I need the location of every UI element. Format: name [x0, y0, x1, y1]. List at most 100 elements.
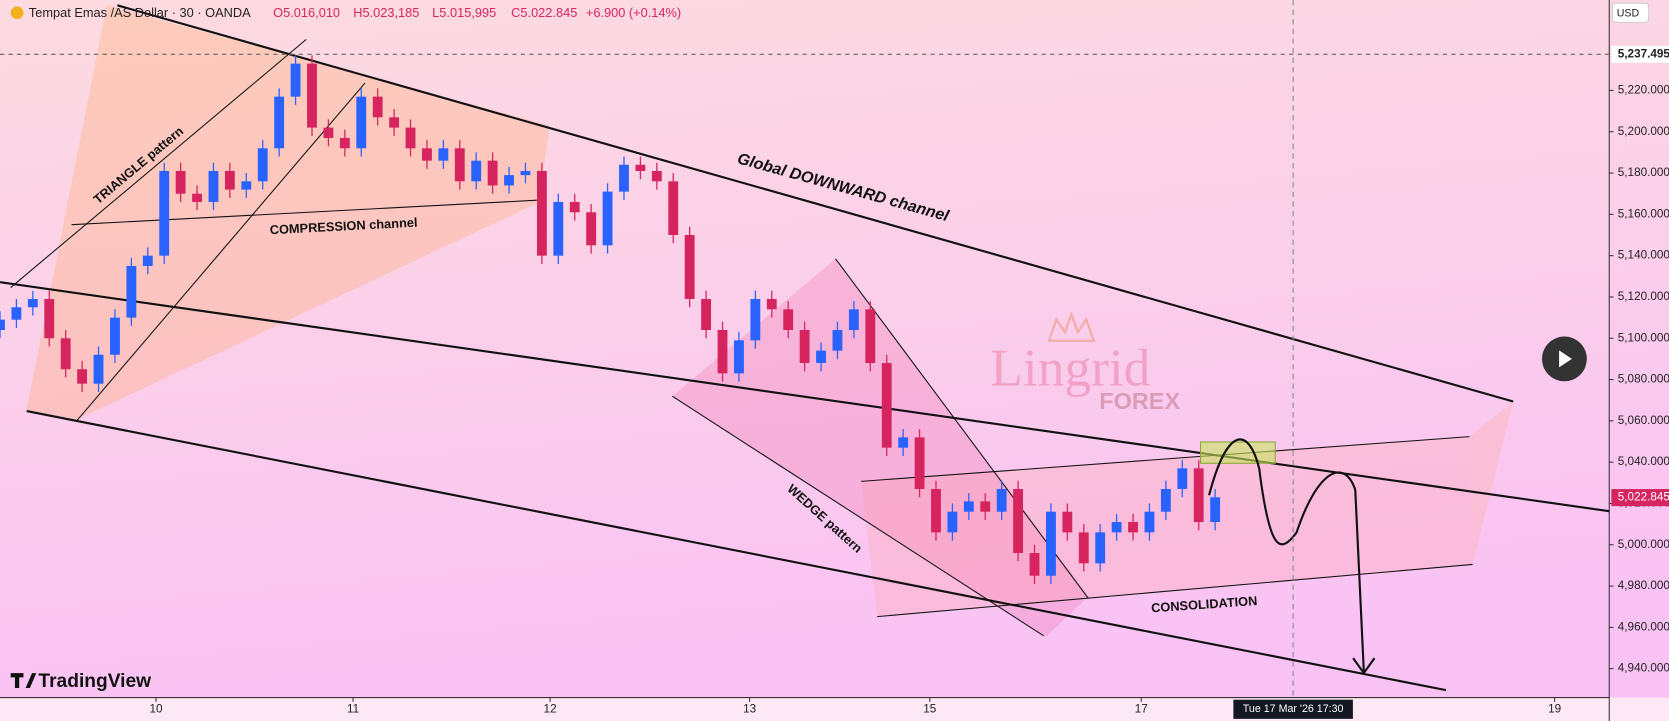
candle-body: [1111, 522, 1122, 533]
candle-body: [60, 338, 71, 370]
y-tick-label: 5,100.000: [1618, 331, 1669, 344]
x-tick-label: 15: [923, 702, 937, 715]
candle-body: [865, 309, 876, 364]
high-label: 5,237.495: [1618, 47, 1669, 60]
watermark: Lingrid: [990, 339, 1150, 398]
candle-body: [175, 170, 186, 194]
candle-body: [438, 148, 449, 161]
candle-body: [668, 181, 679, 236]
currency[interactable]: USD: [1617, 8, 1640, 20]
change: +6.900 (+0.14%): [586, 5, 681, 20]
candle-body: [586, 212, 597, 246]
candle-body: [520, 170, 531, 176]
candle-body: [27, 299, 38, 308]
candle-body: [963, 501, 974, 512]
candle-body: [980, 501, 991, 512]
candle-body: [783, 309, 794, 330]
wedge-zone: [672, 258, 1089, 637]
candle-body: [569, 201, 580, 213]
candle-body: [454, 148, 465, 182]
candle-body: [848, 309, 859, 330]
y-tick-label: 5,120.000: [1618, 290, 1669, 303]
projection-arrow: [1352, 657, 1376, 675]
candle-body: [504, 175, 514, 186]
candle-body: [1046, 511, 1056, 576]
candle-body: [734, 340, 744, 374]
ohlc-open: O5.016,010: [273, 5, 340, 20]
candle-body: [389, 117, 400, 128]
watermark-sub: FOREX: [1099, 388, 1180, 414]
candle-body: [1095, 532, 1106, 564]
ohlc-high: H5.023,185: [353, 5, 419, 20]
candle-body: [766, 299, 777, 310]
consolidation-zone: [861, 436, 1473, 617]
candle-body: [224, 170, 235, 190]
candle-body: [996, 489, 1007, 512]
play-icon[interactable]: [1559, 350, 1572, 368]
candle-body: [142, 255, 153, 266]
brand-logo: [10, 673, 37, 688]
y-tick-label: 5,220.000: [1618, 84, 1669, 97]
last-price-bg: [1611, 489, 1669, 507]
projection-zone: [1445, 401, 1514, 691]
candle-body: [553, 201, 564, 256]
candle-body: [816, 350, 826, 364]
target-box: [1199, 441, 1276, 464]
candle-body: [77, 369, 88, 384]
candle-body: [1029, 553, 1040, 576]
candle-body: [947, 511, 958, 533]
candle-body: [0, 319, 5, 330]
candle-body: [931, 489, 941, 533]
y-tick-label: 5,060.000: [1618, 414, 1669, 427]
y-tick-label: 5,160.000: [1618, 207, 1669, 220]
candle-body: [241, 181, 252, 190]
y-tick-label: 4,980.000: [1618, 579, 1669, 592]
candle-body: [405, 127, 416, 149]
candle-body: [93, 354, 104, 384]
candle-body: [323, 127, 334, 138]
y-tick-label: 4,940.000: [1618, 662, 1669, 675]
candle-body: [1144, 511, 1155, 533]
candle-body: [536, 170, 547, 256]
x-tick-label: 10: [149, 702, 163, 715]
candle-body: [717, 329, 728, 374]
candle-body: [1160, 489, 1171, 512]
ohlc-close: C5.022.845: [511, 5, 577, 20]
annotation: CONSOLIDATION: [1151, 593, 1258, 615]
candle-body: [274, 96, 285, 149]
crosshair-label: Tue 17 Mar '26 17:30: [1243, 703, 1344, 715]
candle-body: [257, 148, 268, 182]
crosshair-label-bg: [1233, 699, 1353, 719]
candle-body: [372, 96, 383, 118]
candle-body: [914, 437, 925, 490]
projection-path: [1208, 438, 1365, 671]
candle-body: [208, 170, 219, 202]
candle-body: [1078, 532, 1089, 564]
candle-body: [881, 363, 892, 448]
symbol[interactable]: Tempat Emas /AS Dollar · 30 · OANDA: [29, 5, 251, 20]
candle-body: [339, 137, 350, 149]
candle-body: [750, 299, 761, 341]
last-price-label: 5,022.845: [1618, 491, 1669, 504]
candle-body: [471, 160, 482, 182]
x-tick-label: 13: [743, 702, 756, 715]
y-tick-label: 5,200.000: [1618, 125, 1669, 138]
y-tick-label: 5,080.000: [1618, 373, 1669, 386]
candle-body: [192, 193, 202, 202]
candle-body: [635, 164, 646, 171]
candle-body: [1128, 522, 1138, 533]
candle-body: [356, 96, 367, 149]
ohlc-low: L5.015,995: [432, 5, 496, 20]
candle-body: [1210, 497, 1221, 523]
candle-body: [11, 307, 22, 320]
candle-body: [159, 170, 170, 256]
currency-box[interactable]: [1611, 2, 1650, 23]
x-tick-label: 12: [544, 702, 557, 715]
candle-body: [110, 317, 120, 355]
candle-body: [422, 148, 432, 161]
candle-body: [1062, 511, 1073, 533]
candle-body: [602, 191, 613, 246]
y-tick-label: 5,180.000: [1618, 166, 1669, 179]
